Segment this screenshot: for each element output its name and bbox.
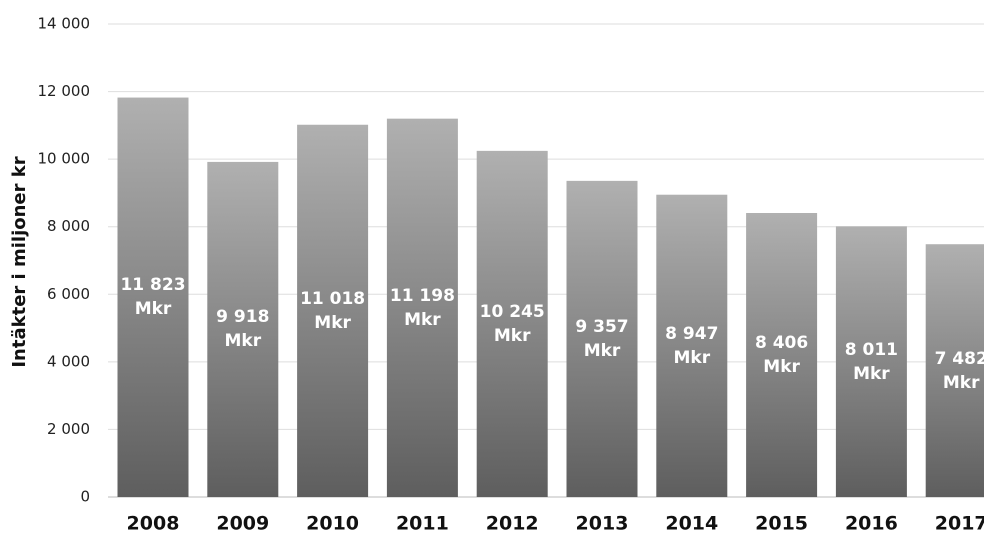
value-label: 9 918 Mkr — [216, 307, 270, 352]
y-tick-label: 8 000 — [47, 217, 90, 235]
x-tick-label: 2009 — [216, 513, 269, 535]
x-tick-label: 2015 — [755, 513, 808, 535]
bar — [746, 212, 818, 497]
value-label: 8 011 Mkr — [844, 339, 898, 384]
bar — [476, 150, 548, 497]
value-label: 8 947 Mkr — [665, 323, 719, 368]
value-label: 7 482 Mkr — [934, 348, 984, 393]
value-label: 10 245 Mkr — [479, 301, 545, 346]
y-tick-label: 10 000 — [38, 150, 91, 168]
value-label: 11 018 Mkr — [300, 288, 366, 333]
bar — [207, 161, 279, 498]
x-tick-label: 2017 — [935, 513, 984, 535]
y-tick-label: 12 000 — [38, 82, 91, 100]
value-label: 11 823 Mkr — [120, 275, 186, 320]
y-axis-title: Intäkter i miljoner kr — [9, 156, 30, 367]
bar — [386, 118, 458, 497]
bar — [117, 97, 189, 497]
bar — [925, 244, 984, 497]
x-tick-label: 2011 — [396, 513, 449, 535]
x-tick-label: 2010 — [306, 513, 359, 535]
bar — [656, 194, 728, 497]
x-tick-label: 2012 — [486, 513, 539, 535]
bar — [297, 124, 369, 498]
x-tick-label: 2014 — [665, 513, 718, 535]
y-tick-label: 0 — [80, 488, 90, 506]
value-label: 11 198 Mkr — [389, 285, 455, 330]
y-tick-label: 2 000 — [47, 420, 90, 438]
value-label: 8 406 Mkr — [754, 332, 809, 377]
value-label: 9 357 Mkr — [575, 316, 629, 361]
bar — [835, 226, 907, 497]
y-tick-label: 14 000 — [38, 15, 91, 33]
y-tick-label: 6 000 — [47, 285, 90, 303]
x-tick-label: 2008 — [127, 513, 180, 535]
x-tick-label: 2016 — [845, 513, 898, 535]
bar — [566, 180, 638, 497]
x-tick-label: 2013 — [576, 513, 629, 535]
y-tick-label: 4 000 — [47, 352, 90, 370]
